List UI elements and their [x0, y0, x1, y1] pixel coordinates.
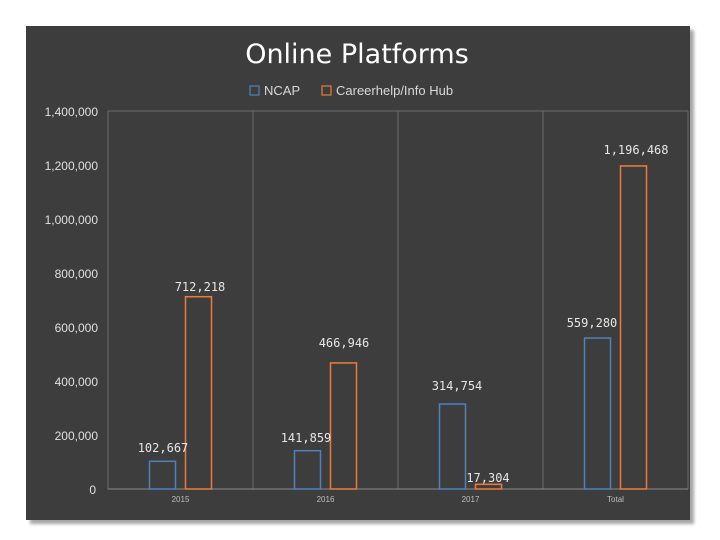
- bar-careerhelp-2015: [184, 295, 213, 490]
- data-label: 559,280: [567, 316, 618, 330]
- data-label: 1,196,468: [603, 143, 668, 157]
- x-tick-label: 2016: [317, 495, 335, 504]
- legend-swatch-icon: [249, 85, 260, 96]
- gridlines: [107, 110, 689, 490]
- y-tick-label: 800,000: [55, 267, 99, 281]
- y-tick-label: 0: [89, 483, 96, 497]
- legend-label: Careerhelp/Info Hub: [336, 83, 453, 98]
- x-tick-label: 2015: [172, 495, 190, 504]
- legend-label: NCAP: [264, 83, 300, 98]
- data-label: 141,859: [281, 431, 332, 445]
- bar-careerhelp-2017: [474, 483, 503, 490]
- bar-careerhelp-total: [619, 165, 648, 490]
- bar-ncap-2015: [148, 460, 177, 490]
- x-axis: 2015 2016 2017 Total: [172, 495, 625, 504]
- x-tick-label: Total: [607, 495, 624, 504]
- bar-careerhelp-2016: [329, 362, 358, 490]
- chart-title: Online Platforms: [245, 39, 469, 70]
- data-labels: 102,667 141,859 314,754 559,280 712,218 466,9…: [138, 143, 669, 485]
- bars: [148, 165, 648, 490]
- data-label: 712,218: [175, 280, 226, 294]
- y-tick-label: 1,000,000: [45, 213, 99, 227]
- data-label: 466,946: [319, 336, 370, 350]
- legend-swatch-icon: [321, 85, 332, 96]
- y-tick-label: 400,000: [55, 375, 99, 389]
- data-label: 17,304: [466, 471, 509, 485]
- legend: NCAP Careerhelp/Info Hub: [249, 83, 453, 98]
- data-label: 102,667: [138, 441, 189, 455]
- bar-ncap-2016: [293, 449, 322, 490]
- y-tick-label: 600,000: [55, 321, 99, 335]
- x-tick-label: 2017: [462, 495, 480, 504]
- bar-ncap-2017: [438, 403, 467, 490]
- bar-ncap-total: [583, 337, 612, 490]
- chart-panel: [26, 26, 690, 520]
- data-label: 314,754: [432, 379, 483, 393]
- y-axis: 0 200,000 400,000 600,000 800,000 1,000,000 1,…: [45, 105, 99, 497]
- y-tick-label: 1,200,000: [45, 159, 99, 173]
- y-tick-label: 200,000: [55, 429, 99, 443]
- y-tick-label: 1,400,000: [45, 105, 99, 119]
